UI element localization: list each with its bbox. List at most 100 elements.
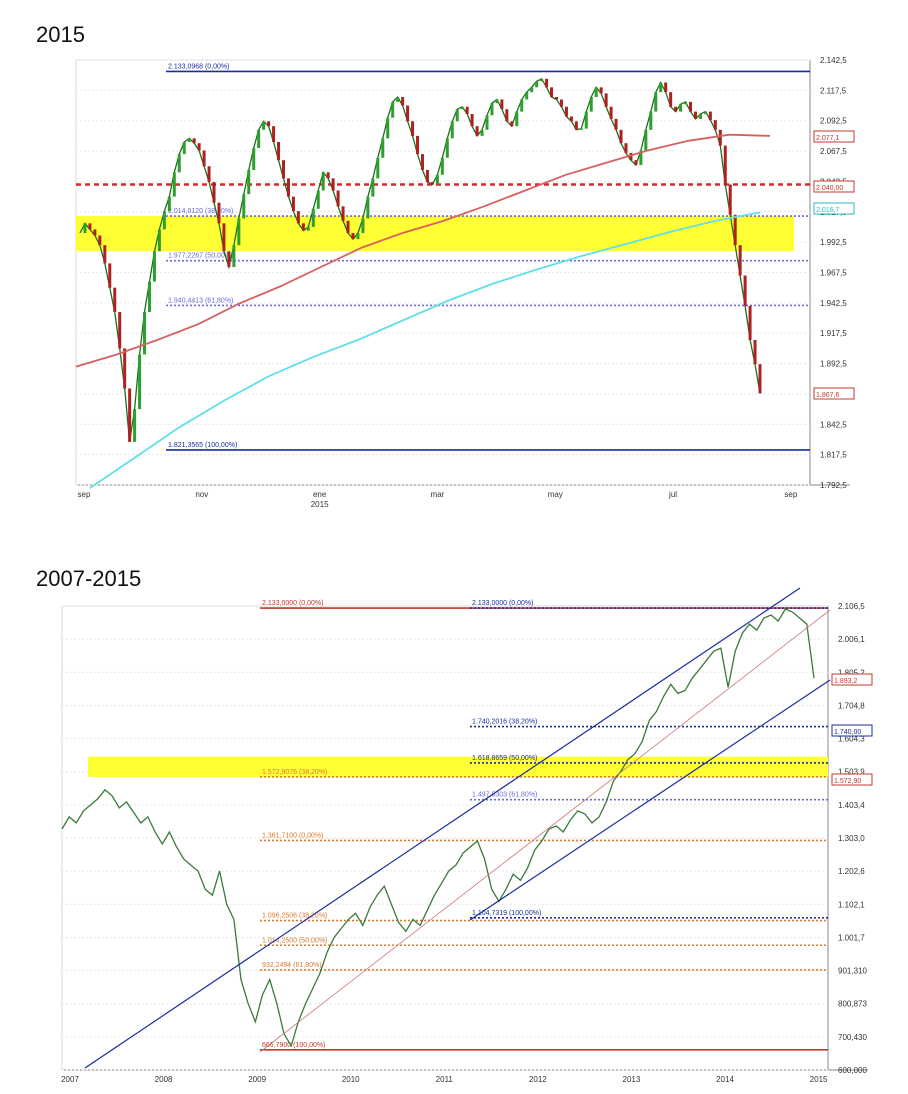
candle-bar	[286, 178, 290, 197]
candle-bar	[282, 160, 286, 179]
candle-bar	[639, 150, 643, 166]
candle-bar	[133, 409, 137, 442]
candle-bar	[356, 233, 360, 240]
y-tick-label: 1.503,9	[838, 768, 865, 777]
candle-bar	[187, 138, 191, 142]
y-tick-label: 1.842,5	[820, 420, 847, 429]
x-tick-label: 2008	[155, 1075, 173, 1084]
y-tick-label: 1.403,4	[838, 801, 865, 810]
plot-frame	[61, 605, 829, 1071]
candle-bar	[545, 78, 549, 88]
value-tag	[813, 202, 855, 215]
fib-level-label: 1.104,7319 (100,00%)	[472, 910, 541, 917]
x-tick-label: 2007	[61, 1075, 79, 1084]
candle-bar	[594, 87, 598, 98]
x-tick-label: 2009	[248, 1075, 266, 1084]
candle-bar	[222, 223, 226, 252]
candle-bar	[386, 117, 390, 139]
y-tick-label: 1.704,8	[838, 701, 865, 710]
candle-bar	[554, 97, 558, 100]
value-tag	[831, 724, 873, 737]
candle-bar	[113, 287, 117, 312]
x-tick-label: ene	[313, 490, 327, 499]
x-tick-label: sep	[78, 490, 91, 499]
y-tick-label: 2.117,5	[820, 86, 847, 95]
fib-level-label: 1.740,2016 (38,20%)	[472, 719, 537, 726]
fib-level-label: 2.133,0000 (0,00%)	[262, 600, 324, 607]
candle-bar	[564, 106, 568, 117]
value-tag-label: 1.893,2	[834, 678, 857, 685]
candle-bar	[207, 166, 211, 183]
candle-bar	[103, 245, 107, 264]
candle-bar	[654, 92, 658, 112]
candle-bar	[202, 150, 206, 167]
candle-bar	[301, 223, 305, 231]
candle-bar	[376, 157, 380, 179]
candle-bar	[589, 97, 593, 112]
candle-bar	[649, 111, 653, 130]
fib-level-label: 1.977,2267 (50,00%)	[168, 253, 233, 260]
candle-bar	[510, 121, 514, 127]
candle-bar	[664, 82, 668, 93]
value-tag-label: 1.572,90	[834, 778, 861, 785]
candle-bar	[644, 129, 648, 151]
candle-bar	[569, 116, 573, 122]
value-tag-label: 2.016,7	[816, 207, 839, 214]
value-tag	[831, 773, 873, 786]
candle-bar	[515, 111, 519, 127]
candle-bar	[217, 202, 221, 224]
fib-level-label: 1.014,2500 (50,00%)	[262, 937, 327, 944]
candle-bar	[728, 184, 732, 215]
candle-bar	[495, 99, 499, 104]
candle-bar	[277, 141, 281, 161]
x-tick-label: sep	[784, 490, 797, 499]
candle-bar	[614, 118, 618, 130]
candle-bar	[371, 178, 375, 197]
value-tag	[831, 673, 873, 686]
candle-bar	[634, 160, 638, 166]
candle-bar	[679, 104, 683, 112]
fib-level-label: 2.133,0968 (0,00%)	[168, 63, 230, 70]
y-tick-label: 1.892,5	[820, 360, 847, 369]
fib-level-label: 666,7900 (100,00%)	[262, 1042, 325, 1049]
chart-2007-2015: 2.106,5 2.006,1 1.805,2 1.704,8 1.604,3 1.503…	[61, 587, 873, 1084]
candle-bar	[500, 99, 504, 110]
channel-mid-line	[259, 609, 831, 1053]
candle-bar	[455, 109, 459, 122]
candle-bar	[550, 87, 554, 98]
candle-bar	[579, 128, 583, 130]
candle-bar	[272, 126, 276, 142]
candle-bar	[326, 172, 330, 179]
channel-upper-line	[84, 587, 801, 1069]
candle-bar	[674, 106, 678, 112]
fib-level-label: 1.572,9076 (38,20%)	[262, 769, 327, 776]
candle-bar	[262, 121, 266, 130]
candle-bar	[232, 245, 236, 268]
y-tick-label: 1.303,0	[838, 834, 865, 843]
candle-bar	[138, 354, 142, 410]
candle-bar	[237, 218, 241, 246]
candle-bar	[167, 196, 171, 212]
candle-bar	[450, 121, 454, 139]
value-tag-label: 2.040,00	[816, 185, 843, 192]
candle-bar	[311, 208, 315, 227]
candle-bar	[162, 211, 166, 230]
candle-bar	[391, 101, 395, 118]
candle-bar	[152, 251, 156, 282]
candle-bar	[520, 99, 524, 112]
value-tag-label: 1.740,00	[834, 729, 861, 736]
x-tick-label: 2013	[623, 1075, 641, 1084]
candle-bar	[128, 388, 132, 442]
candle-bar	[698, 114, 702, 119]
x-tick-label: jul	[668, 490, 677, 499]
series-line	[61, 608, 815, 1048]
candle-bar	[758, 364, 762, 394]
candle-bar	[619, 129, 623, 144]
candle-bar	[147, 281, 151, 312]
candle-bar	[247, 169, 251, 195]
candle-bar	[296, 211, 300, 224]
y-tick-label: 2.067,5	[820, 147, 847, 156]
candle-bar	[743, 275, 747, 306]
candle-bar	[535, 81, 539, 88]
candle-bar	[540, 78, 544, 82]
